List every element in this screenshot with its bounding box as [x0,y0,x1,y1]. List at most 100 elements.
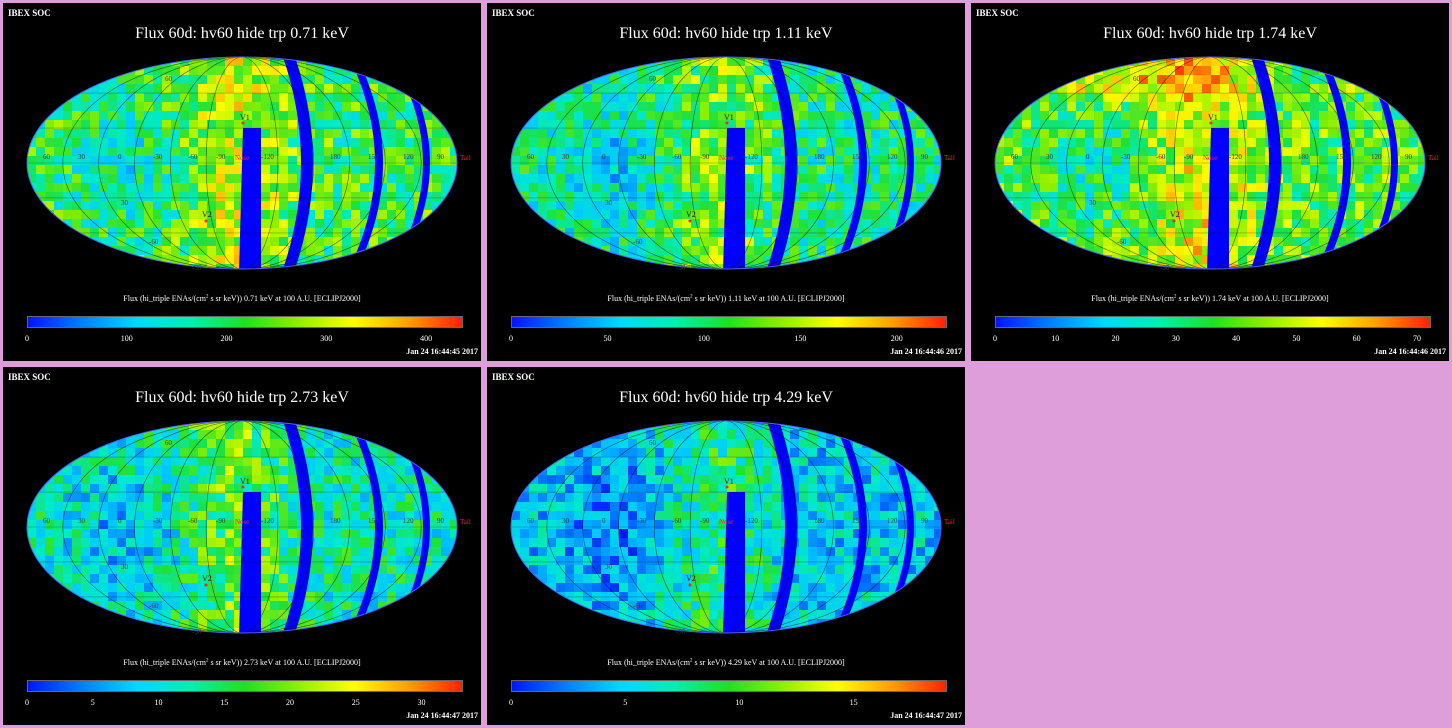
longitude-label: -60 [1156,153,1166,161]
longitude-label: 90 [437,153,445,161]
longitude-label: 90 [921,517,929,525]
longitude-label: 120 [887,153,898,161]
colorbar-label: Flux (hi_triple ENAs/(cm2 s sr keV)) 2.7… [123,658,361,667]
nose-label: Nose [235,154,249,162]
colorbar-tick-label: 0 [993,334,997,343]
colorbar-tick-label: 200 [890,334,903,343]
no-data-stripe [767,57,797,269]
timestamp: Jan 24 16:44:47 2017 [890,711,962,720]
colorbar-tick-label: 5 [623,698,628,707]
longitude-label: 30 [78,153,86,161]
colorbar-label: Flux (hi_triple ENAs/(cm2 s sr keV)) 1.1… [607,294,845,303]
map-panel-1: IBEX SOC Flux 60d: hv60 hide trp 0.71 keV… [3,3,481,361]
colorbar-tick-label: 0 [509,334,513,343]
voyager-marker [725,485,729,489]
no-data-stripe [349,421,383,633]
longitude-label: 150 [852,153,863,161]
voyager-marker [241,485,245,489]
longitude-label: 60 [1011,153,1019,161]
no-data-stripe [833,57,867,269]
nose-label: Nose [719,154,733,162]
voyager-marker [204,583,208,587]
longitude-label: 0 [118,517,122,525]
colorbar [995,316,1431,328]
no-data-stripe [283,57,313,269]
colorbar-tick-label: 40 [1232,334,1241,343]
longitude-label: -90 [700,153,710,161]
longitude-label: -90 [216,517,226,525]
colorbar-tick-label: 150 [794,334,807,343]
map-panel-3: IBEX SOC Flux 60d: hv60 hide trp 1.74 keV… [971,3,1449,361]
longitude-label: -30 [153,517,163,525]
voyager-marker [241,121,245,125]
v1-label: V1 [240,477,250,486]
map-title: Flux 60d: hv60 hide trp 2.73 keV [135,389,349,406]
longitude-label: 120 [1371,153,1382,161]
soc-label: IBEX SOC [8,372,51,382]
v2-label: V2 [1170,210,1180,219]
longitude-label: 30 [78,517,86,525]
nose-label: Nose [1203,154,1217,162]
no-data-stripe [1359,57,1398,269]
latitude-label: -90 [676,628,686,636]
flux-pixels [511,57,941,269]
longitude-label: 120 [403,153,414,161]
longitude-label: 180 [1298,153,1309,161]
tail-label: Tail [944,518,955,526]
colorbar-tick-label: 0 [25,698,29,707]
nose-label: Nose [235,518,249,526]
latitude-label: 30 [605,563,613,571]
colorbar-label: Flux (hi_triple ENAs/(cm2 s sr keV)) 1.7… [1091,294,1329,303]
longitude-label: -90 [700,517,710,525]
colorbar-tick-label: 0 [509,698,513,707]
soc-label: IBEX SOC [8,8,51,18]
no-data-stripe [283,421,313,633]
timestamp: Jan 24 16:44:46 2017 [1374,347,1446,356]
mollweide-sky-map: V1 V2 Nose Tail 60 30 0 -30 -60 -90 -120 180 150 120 9… [26,420,471,636]
latitude-label: 30 [605,199,613,207]
longitude-label: 90 [921,153,929,161]
longitude-label: 150 [368,153,379,161]
latitude-label: -60 [1117,238,1127,246]
colorbar-tick-label: 50 [1292,334,1301,343]
longitude-label: -120 [745,517,758,525]
no-data-stripe [833,421,867,633]
tail-label: Tail [460,518,471,526]
colorbar-tick-label: 25 [351,698,360,707]
colorbar [27,316,463,328]
latitude-label: -60 [149,238,159,246]
longitude-label: -120 [1229,153,1242,161]
longitude-label: 180 [814,153,825,161]
colorbar [511,316,947,328]
colorbar-tick-label: 5 [90,698,95,707]
longitude-label: 60 [43,153,51,161]
colorbar-tick-label: 15 [849,698,858,707]
latitude-label: 60 [649,75,657,83]
latitude-label: -90 [676,264,686,272]
colorbar-tick-label: 300 [320,334,333,343]
longitude-label: -90 [1184,153,1194,161]
timestamp: Jan 24 16:44:46 2017 [890,347,962,356]
tail-label: Tail [460,154,471,162]
colorbar-tick-label: 20 [1111,334,1120,343]
longitude-label: 120 [403,517,414,525]
latitude-label: 30 [121,563,129,571]
longitude-label: 30 [562,153,570,161]
map-panel-2: IBEX SOC Flux 60d: hv60 hide trp 1.11 keV… [487,3,965,361]
latitude-label: -90 [192,264,202,272]
mollweide-sky-map: V1 V2 Nose Tail 60 30 0 -30 -60 -90 -120 180 150 120 9… [510,56,955,272]
colorbar-tick-label: 30 [417,698,426,707]
v2-label: V2 [686,574,696,583]
colorbar [27,680,463,692]
colorbar-tick-label: 0 [25,334,29,343]
longitude-label: -30 [1121,153,1131,161]
mollweide-sky-map: V1 V2 Nose Tail 60 30 0 -30 -60 -90 -120 180 150 120 9… [26,56,471,272]
voyager-marker [688,583,692,587]
no-data-stripe [1251,57,1281,269]
longitude-label: 30 [1046,153,1054,161]
longitude-label: 150 [852,517,863,525]
v1-label: V1 [1208,113,1218,122]
no-data-stripe [391,421,430,633]
longitude-label: 60 [527,517,535,525]
map-title: Flux 60d: hv60 hide trp 1.11 keV [619,25,833,42]
